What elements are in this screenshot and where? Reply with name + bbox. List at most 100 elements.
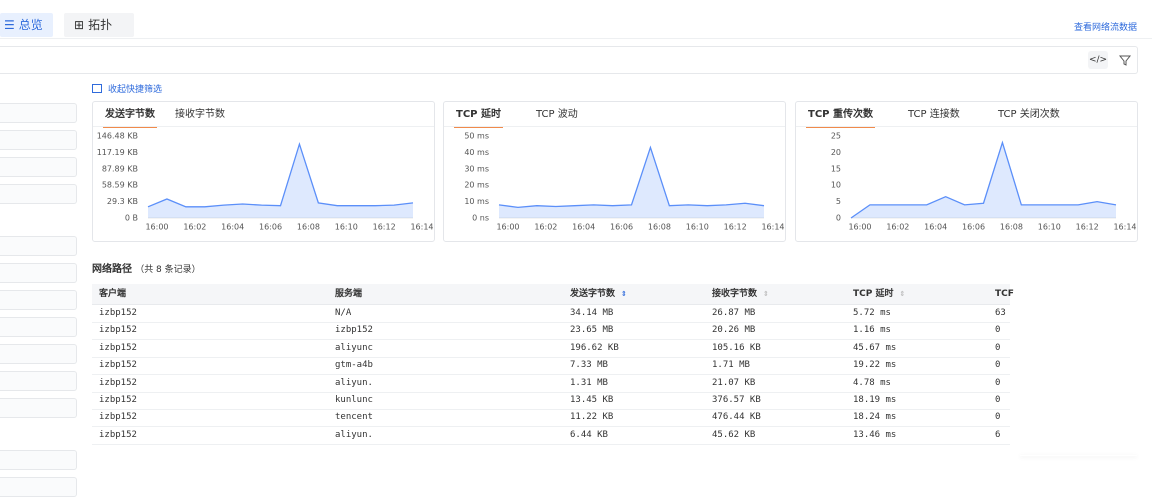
sidebar-input[interactable] bbox=[0, 184, 77, 204]
section-count: （共 8 条记录） bbox=[135, 265, 201, 275]
sidebar-input[interactable] bbox=[0, 371, 77, 391]
line bbox=[498, 145, 765, 208]
section-header: 网络路径 （共 8 条记录） bbox=[92, 260, 201, 275]
header-cell: 发送字节数 ⇕ bbox=[570, 284, 627, 304]
sidebar-input[interactable] bbox=[0, 236, 77, 256]
sidebar-input[interactable] bbox=[0, 157, 77, 177]
table-row: izbp152 izbp152 23.65 MB 20.26 MB 1.16 ms 0 bbox=[92, 322, 1010, 341]
x-tick-label: 16:12 bbox=[373, 223, 396, 232]
line bbox=[850, 140, 1117, 219]
tab-divider bbox=[444, 126, 785, 127]
table-cell: 26.87 MB bbox=[712, 308, 756, 318]
table-row: izbp152 aliyun. 6.44 KB 45.62 KB 13.46 ms 6 bbox=[92, 427, 1010, 445]
link[interactable]: 查看网络流数据 bbox=[1073, 23, 1137, 33]
table-header: 客户端 服务端 发送字节数 ⇕ 接收字节数 ⇕ TCP 延时 ⇕ TCF bbox=[92, 284, 1014, 305]
header-label: 客户端 bbox=[99, 289, 127, 299]
chart-tab[interactable]: 发送字节数 bbox=[103, 108, 157, 128]
chart-tab[interactable]: TCP 波动 bbox=[536, 109, 578, 120]
table-cell: 476.44 KB bbox=[712, 412, 761, 423]
table-cell: 4.78 ms bbox=[853, 377, 891, 388]
table-cell: 11.22 KB bbox=[570, 412, 614, 423]
chart-tab[interactable]: TCP 连接数 bbox=[908, 109, 960, 120]
table-cell: 0 bbox=[995, 395, 1001, 405]
sidebar-input[interactable] bbox=[0, 290, 77, 310]
chart-panel: TCP 重传次数 TCP 连接数 TCP 关闭次数 0 5 10 15 20 25 16:00 16… bbox=[795, 101, 1138, 242]
header-label: TCP 延时 bbox=[853, 289, 894, 299]
table-row: izbp152 aliyunc 196.62 KB 105.16 KB 45.67 ms… bbox=[92, 340, 1010, 358]
y-tick-label: 58.59 KB bbox=[102, 181, 138, 190]
table-row: izbp152 tencent 11.22 KB 476.44 KB 18.24 ms 0 bbox=[92, 409, 1010, 428]
chart-tab[interactable]: TCP 关闭次数 bbox=[998, 109, 1060, 120]
chart: 0 5 10 15 20 25 16:00 16:02 16:04 16:06 16:08 16:10… bbox=[831, 132, 1137, 232]
table-cell: 23.65 MB bbox=[570, 325, 614, 336]
y-tick-label: 20 bbox=[831, 148, 841, 157]
sidebar-input[interactable] bbox=[0, 344, 77, 364]
x-tick-label: 16:14 bbox=[1113, 223, 1136, 232]
filter-button[interactable] bbox=[1118, 53, 1132, 67]
x-tick-label: 16:04 bbox=[221, 223, 244, 232]
x-tick-label: 16:12 bbox=[1076, 223, 1099, 232]
table-row: izbp152 kunlunc 13.45 KB 376.57 KB 18.19 ms 0 bbox=[92, 392, 1010, 410]
nav-tab[interactable]: ⊞ 拓扑 bbox=[64, 13, 134, 37]
table-cell: 0 bbox=[995, 325, 1001, 336]
table-cell: 196.62 KB bbox=[570, 342, 619, 353]
x-tick-label: 16:12 bbox=[724, 223, 747, 232]
header-label: TCF bbox=[995, 289, 1014, 299]
search-bar[interactable] bbox=[0, 46, 1138, 74]
sidebar-input[interactable] bbox=[0, 263, 77, 283]
x-tick-label: 16:06 bbox=[259, 223, 282, 232]
table-cell: izbp152 bbox=[99, 342, 137, 353]
x-tick-label: 16:02 bbox=[534, 223, 557, 232]
sidebar-input[interactable] bbox=[0, 130, 77, 150]
table-cell: N/A bbox=[335, 308, 352, 318]
header-cell: 接收字节数 ⇕ bbox=[712, 284, 769, 304]
area bbox=[148, 144, 413, 218]
header-label: 发送字节数 bbox=[570, 289, 616, 299]
table-cell: izbp152 bbox=[99, 360, 137, 371]
filter-toggle[interactable]: 收起快捷筛选 bbox=[92, 82, 162, 95]
nav-tab[interactable]: ☰ 总览 bbox=[0, 13, 53, 37]
table-cell: 0 bbox=[995, 342, 1001, 353]
shadow bbox=[1020, 455, 1137, 456]
x-tick-label: 16:02 bbox=[183, 223, 206, 232]
table-cell: 6 bbox=[995, 429, 1001, 440]
chart-panel: TCP 延时 TCP 波动 0 ns 10 ms 20 ms 30 ms 40 ms 50 m… bbox=[443, 101, 786, 242]
table-cell: 19.22 ms bbox=[853, 360, 897, 371]
table-cell: kunlunc bbox=[335, 395, 373, 405]
chart-tab[interactable]: TCP 重传次数 bbox=[806, 108, 875, 128]
table-cell: izbp152 bbox=[99, 412, 137, 423]
table-cell: 1.71 MB bbox=[712, 360, 750, 371]
y-tick-label: 117.19 KB bbox=[97, 148, 138, 157]
section-title: 网络路径 bbox=[92, 264, 132, 275]
sidebar-input[interactable] bbox=[0, 477, 77, 497]
table-cell: 6.44 KB bbox=[570, 429, 608, 440]
sort-icon: ⇕ bbox=[621, 290, 627, 298]
x-tick-label: 16:06 bbox=[610, 223, 633, 232]
sidebar-input[interactable] bbox=[0, 103, 77, 123]
nav-tab-label: 拓扑 bbox=[88, 18, 113, 32]
y-tick-label: 0 ns bbox=[472, 214, 489, 223]
code-button[interactable]: </> bbox=[1088, 51, 1108, 69]
line bbox=[147, 141, 414, 208]
x-tick-label: 16:10 bbox=[335, 223, 358, 232]
tab-divider bbox=[93, 126, 434, 127]
y-tick-label: 146.48 KB bbox=[97, 132, 138, 141]
chart-tab[interactable]: TCP 延时 bbox=[454, 108, 503, 128]
sidebar-input[interactable] bbox=[0, 317, 77, 337]
table-cell: 45.62 KB bbox=[712, 429, 756, 440]
table-cell: 45.67 ms bbox=[853, 342, 897, 353]
sidebar-input[interactable] bbox=[0, 450, 77, 470]
chart-tab[interactable]: 接收字节数 bbox=[175, 109, 225, 120]
table-cell: 0 bbox=[995, 360, 1001, 371]
table-cell: 105.16 KB bbox=[712, 342, 761, 353]
y-tick-label: 40 ms bbox=[464, 148, 489, 157]
table-cell: 0 bbox=[995, 412, 1001, 423]
chart: 0 ns 10 ms 20 ms 30 ms 40 ms 50 ms 16:00 16:02 1… bbox=[464, 132, 784, 232]
sort-icon: ⇕ bbox=[899, 290, 906, 298]
table-cell: 1.31 MB bbox=[570, 377, 608, 388]
sidebar-input[interactable] bbox=[0, 398, 77, 418]
table-cell: aliyunc bbox=[335, 342, 373, 353]
table-cell: aliyun. bbox=[335, 377, 373, 388]
table-cell: 21.07 KB bbox=[712, 377, 756, 388]
